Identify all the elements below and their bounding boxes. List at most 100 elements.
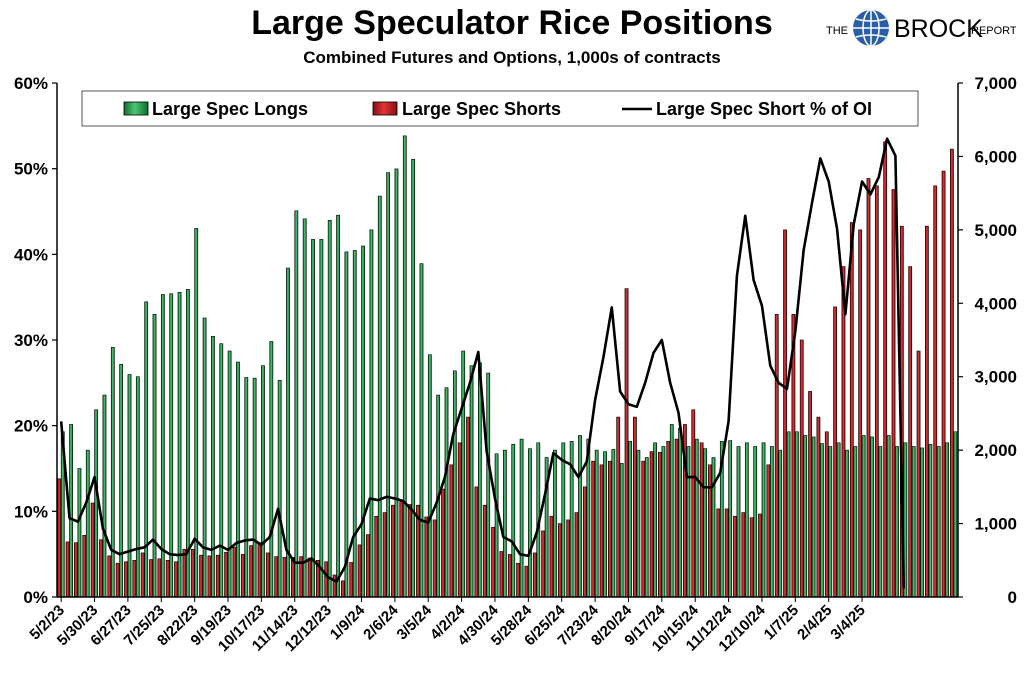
short-bar <box>407 504 412 598</box>
long-bar <box>261 365 265 598</box>
long-bar <box>578 435 582 598</box>
short-bar <box>766 464 771 598</box>
short-bar <box>332 574 337 598</box>
short-bar <box>457 442 462 598</box>
long-bar <box>594 449 599 598</box>
short-bar <box>65 541 70 598</box>
long-bar <box>144 301 149 598</box>
long-bar <box>110 347 115 598</box>
short-bar <box>90 502 95 598</box>
x-tick-label: 2/6/24 <box>360 601 402 643</box>
short-bar <box>532 552 537 598</box>
long-bar <box>152 313 157 598</box>
long-bar <box>786 431 791 598</box>
long-bar <box>928 443 933 598</box>
long-bar <box>177 291 182 598</box>
short-bar <box>391 504 395 598</box>
y-right-tick-label: 2,000 <box>974 441 1017 460</box>
long-bar <box>377 195 382 598</box>
long-bar <box>236 361 240 598</box>
long-bar <box>511 443 516 598</box>
short-bar <box>182 548 187 598</box>
short-bar <box>674 438 679 598</box>
long-bar <box>861 435 866 598</box>
short-bar <box>741 512 746 598</box>
short-bar <box>808 391 812 598</box>
long-bar <box>561 442 566 598</box>
long-bar <box>636 449 641 598</box>
y-left-tick-label: 50% <box>14 160 48 179</box>
long-bar <box>394 168 399 598</box>
long-bar <box>778 449 783 598</box>
short-bar <box>924 225 929 598</box>
short-bar <box>908 266 913 598</box>
short-bar <box>549 515 554 598</box>
chart-subtitle: Combined Futures and Options, 1,000s of … <box>303 48 721 67</box>
long-bar <box>494 453 499 598</box>
long-bar <box>761 442 766 598</box>
short-bar <box>749 517 754 598</box>
short-bar <box>524 565 529 598</box>
short-bar <box>916 350 921 598</box>
short-bar <box>115 562 120 598</box>
short-bar <box>591 460 596 598</box>
long-bar <box>878 446 883 598</box>
long-bar <box>427 354 432 598</box>
y-right-tick-label: 1,000 <box>974 515 1017 534</box>
short-bar <box>157 558 162 598</box>
short-bar <box>866 178 871 598</box>
x-tick-label: 1/9/24 <box>327 601 369 643</box>
short-bar <box>424 516 429 598</box>
long-bar <box>678 427 682 598</box>
long-bar <box>694 438 699 598</box>
long-bar <box>753 446 758 598</box>
short-bar <box>933 185 938 598</box>
short-bar <box>783 229 787 598</box>
long-bar <box>870 436 874 598</box>
long-bar <box>244 377 249 598</box>
long-bar <box>936 446 941 598</box>
short-bar <box>57 478 62 598</box>
short-bar <box>349 562 354 598</box>
long-bar <box>169 293 174 598</box>
long-bar <box>886 435 891 598</box>
y-right-tick-label: 7,000 <box>974 74 1017 93</box>
long-bar <box>352 250 357 598</box>
long-bar <box>820 443 824 598</box>
short-bar <box>833 306 838 598</box>
x-tick-label: 1/7/25 <box>761 602 803 644</box>
legend-box <box>81 90 919 127</box>
long-bar <box>294 210 299 598</box>
short-bar <box>758 513 762 598</box>
short-bar <box>307 557 312 598</box>
short-bar <box>607 460 612 598</box>
short-bar <box>849 222 854 598</box>
long-bar <box>503 449 507 598</box>
long-bar <box>277 380 282 598</box>
short-bar <box>574 512 579 598</box>
long-bar <box>419 263 424 598</box>
short-bar <box>165 559 170 598</box>
short-bar <box>249 545 254 598</box>
short-bar <box>99 539 103 598</box>
long-bar <box>736 446 741 598</box>
short-bar <box>841 266 846 598</box>
long-bar <box>528 448 532 598</box>
y-left-tick-label: 30% <box>14 331 48 350</box>
short-bar <box>149 559 153 598</box>
short-bar <box>708 464 712 598</box>
short-bar <box>232 546 237 598</box>
short-bar <box>799 339 804 598</box>
short-bar <box>132 559 137 598</box>
long-bar <box>769 446 774 598</box>
short-bar <box>374 515 379 598</box>
long-bar <box>811 436 816 598</box>
short-bar <box>724 508 729 598</box>
long-bar <box>686 446 691 598</box>
short-bar <box>716 508 721 598</box>
long-bar <box>703 448 708 598</box>
short-bar <box>507 554 512 598</box>
short-bar <box>449 464 454 598</box>
x-tick-label: 3/4/25 <box>827 602 869 644</box>
long-bar <box>945 442 949 598</box>
